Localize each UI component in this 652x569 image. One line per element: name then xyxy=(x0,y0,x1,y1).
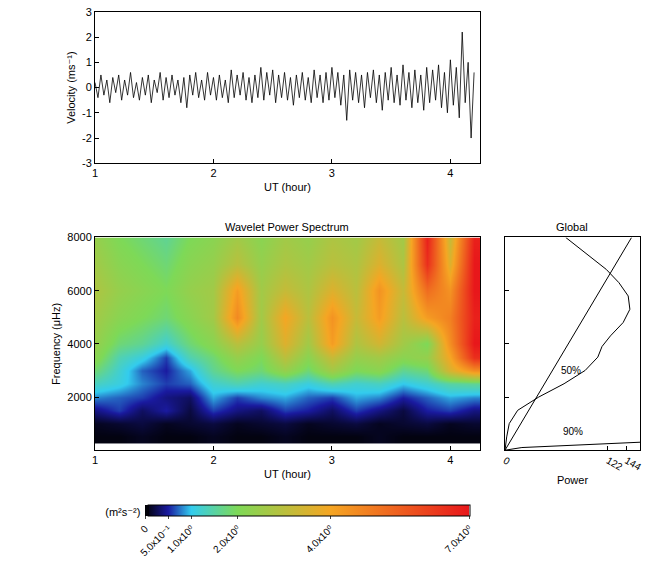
svg-text:4: 4 xyxy=(447,454,453,466)
svg-text:4000: 4000 xyxy=(67,338,91,350)
svg-text:0: 0 xyxy=(502,455,513,468)
svg-text:0: 0 xyxy=(138,523,150,535)
svg-text:1: 1 xyxy=(92,454,98,466)
svg-text:144: 144 xyxy=(623,455,643,473)
svg-text:3: 3 xyxy=(86,6,92,18)
svg-text:-1: -1 xyxy=(82,107,92,119)
svg-text:122: 122 xyxy=(604,455,624,473)
svg-text:5.0x10⁻¹: 5.0x10⁻¹ xyxy=(138,523,174,559)
svg-text:7.0x10⁰: 7.0x10⁰ xyxy=(443,523,475,555)
svg-text:2: 2 xyxy=(210,454,216,466)
svg-text:1.0x10⁰: 1.0x10⁰ xyxy=(165,523,197,555)
svg-text:2: 2 xyxy=(86,31,92,43)
svg-text:Frequency (μHz): Frequency (μHz) xyxy=(50,303,62,385)
svg-text:3: 3 xyxy=(329,454,335,466)
svg-text:2: 2 xyxy=(210,167,216,179)
svg-text:-3: -3 xyxy=(82,157,92,169)
svg-text:1: 1 xyxy=(86,56,92,68)
svg-text:6000: 6000 xyxy=(67,284,91,296)
svg-text:UT (hour): UT (hour) xyxy=(264,468,311,480)
svg-text:1: 1 xyxy=(92,167,98,179)
svg-text:50%: 50% xyxy=(561,365,581,376)
svg-text:4: 4 xyxy=(447,167,453,179)
svg-text:Wavelet Power Spectrum: Wavelet Power Spectrum xyxy=(225,221,349,233)
svg-text:0: 0 xyxy=(86,81,92,93)
svg-text:-2: -2 xyxy=(82,132,92,144)
svg-text:2.0x10⁰: 2.0x10⁰ xyxy=(211,523,243,555)
svg-text:2000: 2000 xyxy=(67,391,91,403)
svg-text:90%: 90% xyxy=(563,426,583,437)
svg-text:Global: Global xyxy=(556,221,588,233)
svg-text:4.0x10⁰: 4.0x10⁰ xyxy=(304,523,336,555)
svg-text:8000: 8000 xyxy=(67,231,91,243)
svg-text:3: 3 xyxy=(329,167,335,179)
svg-text:Velocity (ms⁻¹): Velocity (ms⁻¹) xyxy=(65,51,77,123)
svg-text:UT (hour): UT (hour) xyxy=(264,181,311,193)
svg-text:(m²s⁻²): (m²s⁻²) xyxy=(105,506,140,518)
svg-text:Power: Power xyxy=(557,474,589,486)
